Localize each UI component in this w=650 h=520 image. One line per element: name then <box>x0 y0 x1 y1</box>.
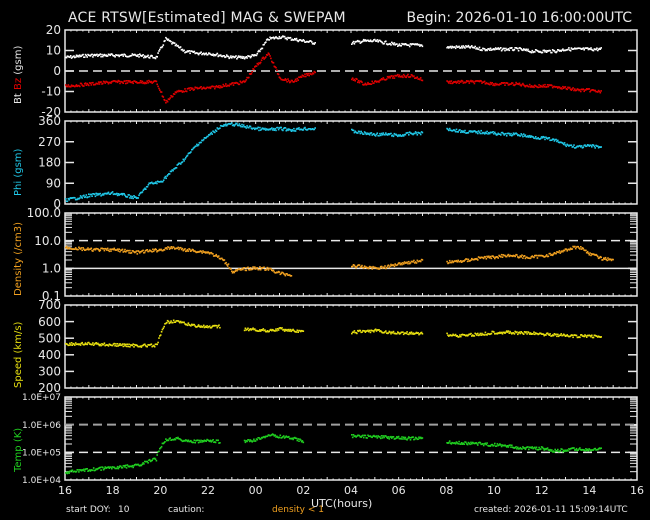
y-tick-label: 1.0E+04 <box>22 476 61 486</box>
x-tick-label: 06 <box>392 484 406 497</box>
series-density <box>65 245 614 277</box>
x-tick-label: 02 <box>296 484 310 497</box>
x-tick-label: 22 <box>201 484 215 497</box>
series-phi <box>65 122 602 203</box>
series-bt <box>65 35 602 60</box>
x-tick-label: 12 <box>535 484 549 497</box>
x-axis-label: UTC(hours) <box>311 497 373 510</box>
y-tick-label: 1.0 <box>42 262 61 276</box>
ylabel-temp: Temp (K) <box>13 427 24 472</box>
begin-timestamp: Begin: 2026-01-10 16:00:00UTC <box>406 10 632 26</box>
y-tick-label: 270 <box>38 135 61 149</box>
y-tick-label: 400 <box>38 348 61 362</box>
y-tick-label: 1.0E+05 <box>22 448 61 458</box>
caution-label: caution: <box>168 505 205 515</box>
x-tick-label: 20 <box>153 484 167 497</box>
plot-frame <box>64 304 638 389</box>
start-doy-label: start DOY: <box>66 505 111 515</box>
ylabel-bt-bz: Bt Bz (gsm) <box>13 46 24 104</box>
caution-density-text: density < 1 <box>272 505 324 515</box>
ylabel-speed: Speed (km/s) <box>13 321 24 388</box>
y-tick-label: 20 <box>46 23 61 37</box>
x-tick-label: 18 <box>106 484 120 497</box>
plot-frame <box>64 396 638 481</box>
x-tick-label: 16 <box>58 484 72 497</box>
y-tick-label: 200 <box>38 381 61 395</box>
series-bz <box>65 52 602 104</box>
y-tick-label: 10 <box>46 44 61 58</box>
y-tick-label: 360 <box>38 114 61 128</box>
y-tick-label: 700 <box>38 298 61 312</box>
series-temp <box>65 433 602 475</box>
ylabel-bz: Bz <box>13 77 24 91</box>
y-tick-label: 500 <box>38 331 61 345</box>
y-tick-label: -20 <box>41 105 61 119</box>
chart-title: ACE RTSW[Estimated] MAG & SWEPAM <box>68 10 346 26</box>
ylabel-density: Density (/cm3) <box>13 222 24 296</box>
y-tick-label: 1.0E+06 <box>22 421 61 431</box>
ylabel-gsm: (gsm) <box>13 45 24 75</box>
x-tick-label: 10 <box>487 484 501 497</box>
x-tick-label: 16 <box>630 484 644 497</box>
x-tick-label: 14 <box>582 484 596 497</box>
y-tick-label: 10.0 <box>34 234 61 248</box>
ylabel-phi: Phi (gsm) <box>13 148 24 196</box>
x-tick-label: 00 <box>249 484 263 497</box>
y-tick-label: 0 <box>53 64 61 78</box>
y-tick-label: 100.0 <box>27 206 61 220</box>
y-tick-label: 90 <box>46 176 61 190</box>
start-doy-value: 10 <box>118 505 130 515</box>
series-speed <box>65 319 602 348</box>
y-tick-label: -10 <box>41 85 61 99</box>
y-tick-label: 600 <box>38 315 61 329</box>
y-tick-label: 300 <box>38 365 61 379</box>
y-tick-label: 1.0E+07 <box>22 393 61 403</box>
plot-frame <box>64 120 638 205</box>
created-timestamp: created: 2026-01-11 15:09:14UTC <box>474 505 628 515</box>
ylabel-bt: Bt <box>13 93 24 104</box>
x-tick-label: 04 <box>344 484 358 497</box>
y-tick-label: 0 <box>53 197 61 211</box>
y-tick-label: 0.1 <box>42 289 61 303</box>
x-tick-label: 08 <box>439 484 453 497</box>
y-tick-label: 180 <box>38 156 61 170</box>
